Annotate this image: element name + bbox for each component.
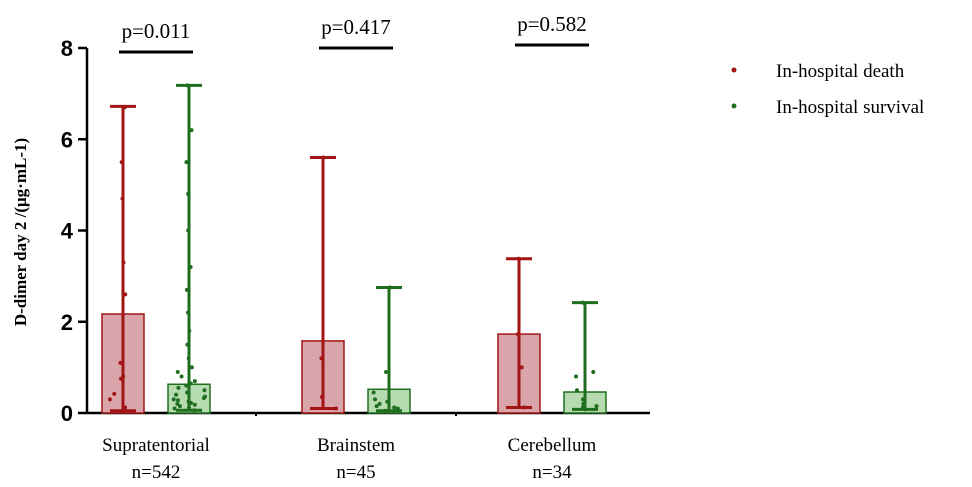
data-point (373, 397, 378, 402)
legend-label: In-hospital survival (776, 97, 924, 118)
data-point (320, 395, 325, 400)
y-tick-label: 0 (61, 401, 73, 426)
data-point (187, 328, 192, 333)
data-point (377, 401, 382, 406)
data-point (118, 360, 123, 365)
legend-label: In-hospital death (776, 61, 905, 82)
data-point (594, 404, 599, 409)
data-point (185, 390, 190, 395)
data-point (175, 398, 180, 403)
data-point (384, 369, 389, 374)
data-point (591, 369, 596, 374)
y-axis-label: D-dimer day 2 /(μg·mL-1) (11, 138, 30, 326)
data-point (184, 287, 189, 292)
data-point (121, 260, 126, 265)
y-tick-label: 8 (61, 36, 73, 61)
data-point (185, 310, 190, 315)
data-point (186, 399, 191, 404)
data-point (186, 356, 191, 361)
data-point (192, 408, 197, 413)
data-point (374, 404, 379, 409)
data-point (112, 391, 117, 396)
data-point (176, 385, 181, 390)
data-point (392, 405, 397, 410)
data-point (385, 399, 390, 404)
data-point (188, 381, 193, 386)
data-point (175, 369, 180, 374)
labels: Supratentorial n=542 p=0.011 Brainstem n=45 p… (102, 12, 596, 483)
data-point (174, 392, 179, 397)
data-point (123, 292, 128, 297)
y-tick-label: 6 (61, 127, 73, 152)
axes: 0 2 4 6 8 (61, 36, 650, 426)
data-point (319, 356, 324, 361)
category-n: n=34 (532, 462, 572, 483)
data-point (186, 405, 191, 410)
data-point (186, 228, 191, 233)
category-label: Brainstem (317, 435, 395, 456)
data-point (171, 397, 176, 402)
data-point (395, 406, 400, 411)
data-point (580, 300, 585, 305)
data-point (581, 401, 586, 406)
data-point (186, 192, 191, 196)
data-point (120, 196, 125, 201)
data-point (184, 160, 189, 165)
category-label: Supratentorial (102, 435, 210, 456)
data-point (519, 365, 524, 370)
category-n: n=45 (336, 462, 375, 483)
data-point (121, 374, 126, 379)
legend: In-hospital death In-hospital survival (731, 61, 924, 118)
legend-marker (731, 67, 737, 73)
data-point (185, 83, 190, 88)
data-point (580, 405, 585, 410)
data-point (334, 406, 339, 411)
data-point (202, 388, 207, 393)
legend-marker (731, 103, 737, 109)
category-n: n=542 (132, 462, 181, 483)
p-value: p=0.417 (321, 15, 391, 39)
data-point (172, 406, 177, 411)
data-point (580, 397, 585, 402)
data-point (188, 265, 193, 269)
data-point (122, 105, 127, 110)
data-point (371, 390, 376, 395)
data-point (321, 155, 326, 160)
data-point (179, 374, 184, 379)
data-point (516, 256, 521, 261)
data-point (107, 397, 112, 402)
data-point (192, 402, 197, 407)
data-point (574, 388, 579, 393)
data-point (189, 365, 194, 370)
data-point (521, 405, 526, 410)
data-point (202, 394, 207, 399)
data-point (388, 285, 393, 290)
data-point (184, 383, 189, 388)
data-point (383, 408, 388, 413)
data-point (189, 128, 194, 133)
data-point (120, 408, 125, 413)
data-point (185, 342, 190, 347)
y-tick-label: 4 (61, 219, 74, 244)
category-label: Cerebellum (508, 435, 597, 456)
data-point (123, 405, 128, 410)
bars (101, 83, 607, 414)
data-point (175, 401, 180, 406)
data-point (119, 160, 124, 165)
data-point (177, 404, 182, 409)
p-value: p=0.582 (517, 12, 587, 36)
y-tick-label: 2 (61, 310, 73, 335)
p-value: p=0.011 (122, 19, 191, 43)
data-point (574, 374, 579, 379)
data-point (192, 379, 197, 384)
data-point (515, 332, 520, 337)
